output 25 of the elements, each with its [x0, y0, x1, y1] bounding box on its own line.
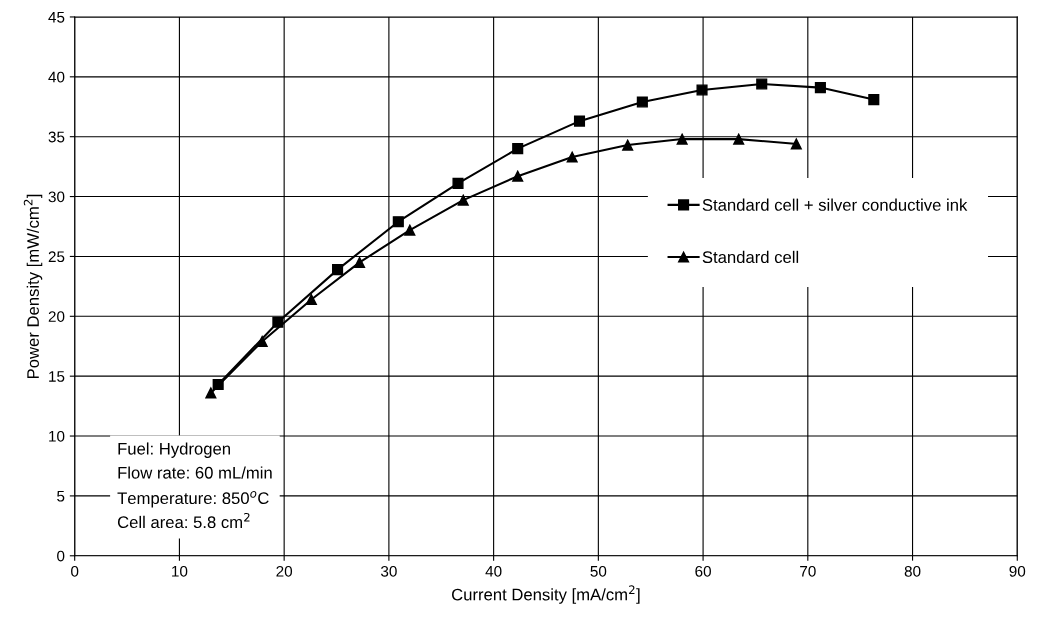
x-tick-label: 50: [590, 565, 607, 577]
x-tick-label: 20: [276, 565, 293, 577]
y-tick-label: 10: [49, 430, 65, 442]
x-tick-label: 0: [71, 565, 79, 577]
x-tick-label: 10: [172, 565, 188, 577]
y-tick-label: 45: [48, 11, 65, 23]
text: Fuel: Hydrogen Flow rate: 60 mL/min Temperature: 850$^{o}$C Cell area: 5.8 cm$^{2}$: [117, 442, 272, 529]
x-tick-label: 90: [1009, 565, 1026, 577]
legend-label: Standard cell + silver conductive ink: [702, 198, 968, 211]
x-tick-label: 40: [485, 565, 502, 577]
x-tick-label: 60: [695, 565, 711, 577]
y-tick-label: 5: [57, 490, 65, 502]
legend-label: Standard cell: [702, 250, 799, 264]
y-tick-label: 30: [48, 191, 65, 203]
x-tick-label: 80: [904, 565, 921, 577]
y-tick-label: 40: [48, 71, 65, 83]
x-axis-title: Current Density [mA/cm$^{2}$]: [452, 585, 640, 604]
y-tick-label: 35: [48, 131, 65, 143]
y-tick-label: 0: [57, 550, 65, 562]
y-tick-label: 15: [49, 371, 65, 382]
y-tick-label: 25: [48, 251, 65, 263]
x-tick-label: 70: [800, 565, 816, 577]
x-tick-label: 30: [380, 565, 397, 577]
y-axis-title: Power Density [mW/cm$^{2}$]: [23, 194, 43, 378]
y-tick-label: 20: [48, 311, 65, 322]
